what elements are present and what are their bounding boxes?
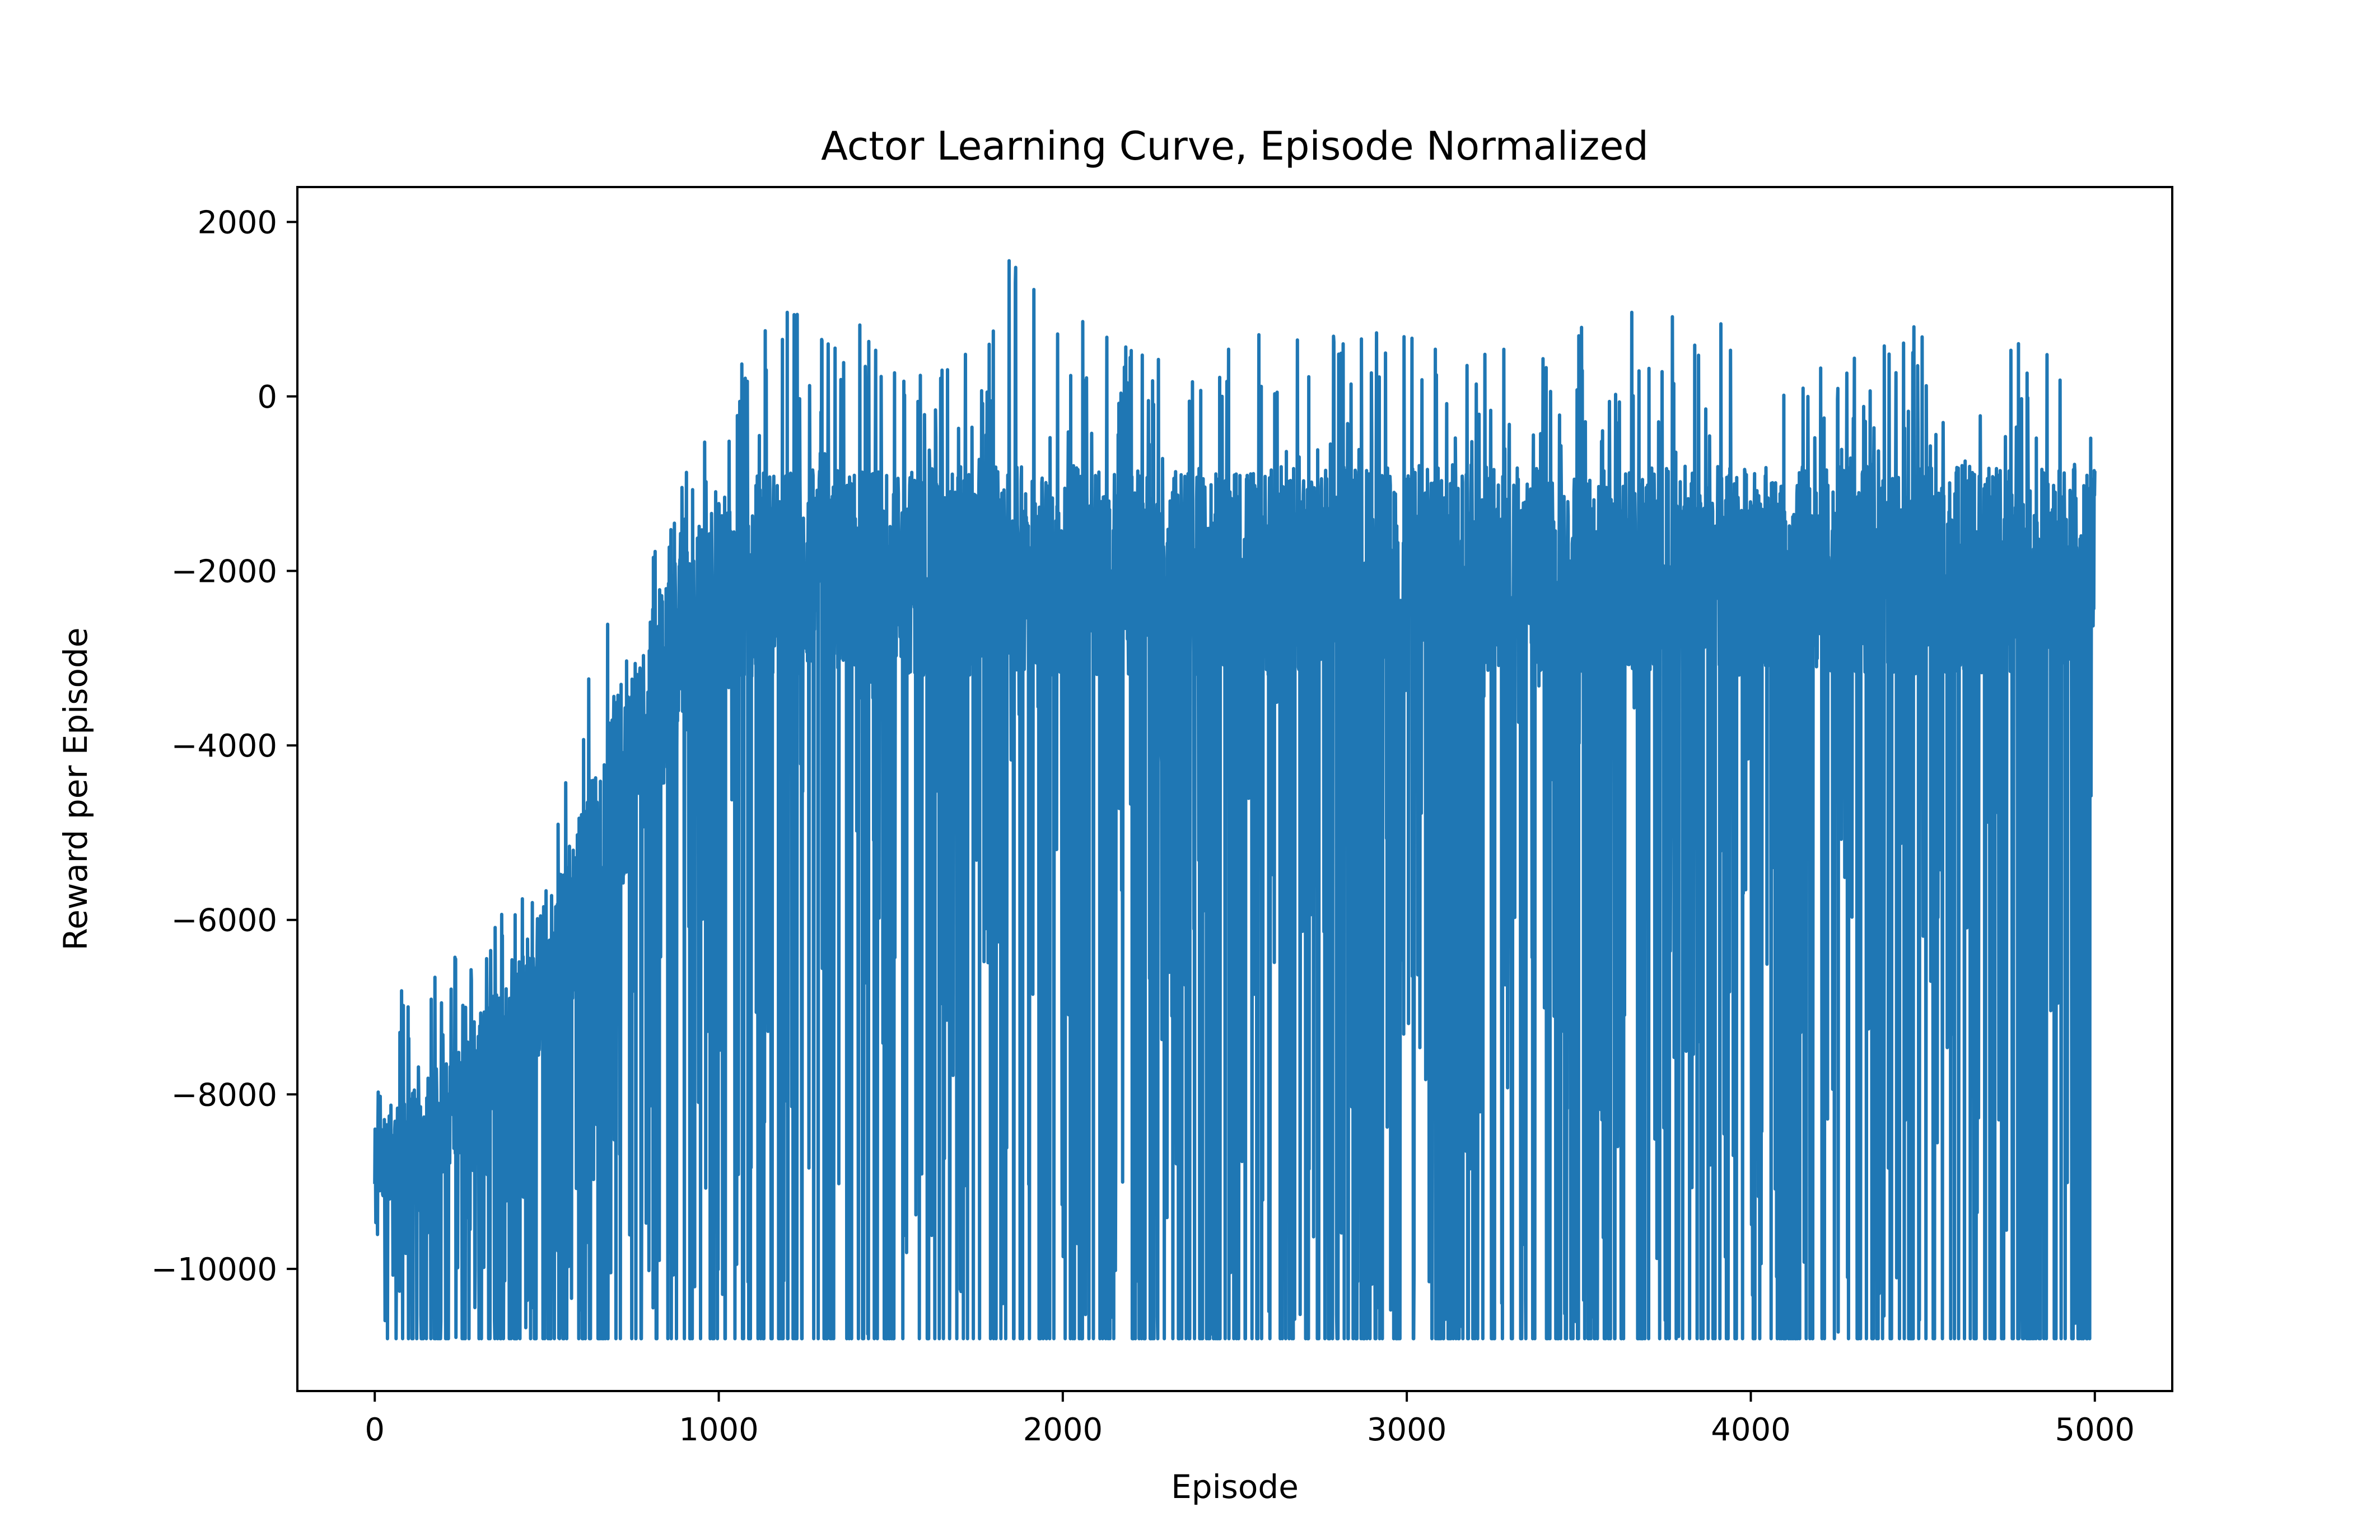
x-tick-label: 2000 — [1023, 1412, 1103, 1448]
x-axis-ticks: 0 1000 2000 3000 4000 5000 — [365, 1391, 2135, 1448]
y-tick-label: −6000 — [171, 903, 277, 939]
x-tick-label: 4000 — [1711, 1412, 1791, 1448]
y-tick-label: −8000 — [171, 1077, 277, 1113]
plot-data — [373, 259, 2097, 1341]
x-tick-label: 5000 — [2055, 1412, 2135, 1448]
y-tick-label: 0 — [257, 379, 277, 416]
x-tick-label: 1000 — [679, 1412, 759, 1448]
x-tick-label: 3000 — [1367, 1412, 1447, 1448]
y-axis-label: Reward per Episode — [57, 628, 95, 951]
y-tick-label: 2000 — [197, 204, 277, 241]
series-line — [373, 259, 2097, 1341]
x-axis-label: Episode — [1171, 1468, 1299, 1506]
y-tick-label: −4000 — [171, 728, 277, 764]
y-tick-label: −10000 — [151, 1252, 277, 1288]
x-tick-label: 0 — [365, 1412, 385, 1448]
chart-title: Actor Learning Curve, Episode Normalized — [821, 123, 1649, 169]
y-tick-label: −2000 — [171, 554, 277, 590]
plot-frame — [296, 186, 2173, 1392]
y-axis-ticks: 2000 0 −2000 −4000 −6000 −8000 −10000 — [151, 204, 297, 1288]
